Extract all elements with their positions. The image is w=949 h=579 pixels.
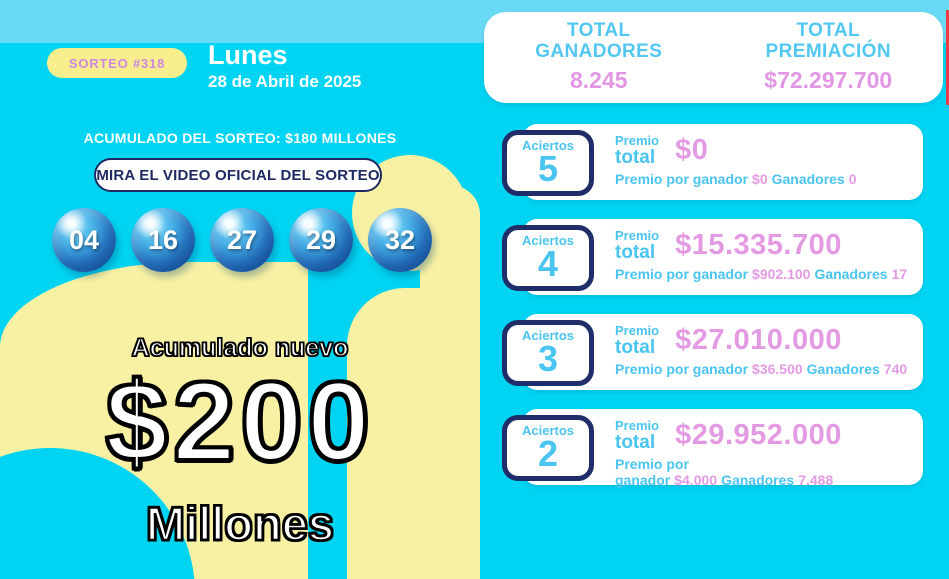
total-prizes-block: TOTAL PREMIACIÓN $72.297.700 xyxy=(714,19,944,95)
per-winner-label: Premio por ganador xyxy=(615,456,689,488)
tier-total-amount: $27.010.000 xyxy=(675,324,842,356)
premio-total-label: Premio total xyxy=(615,324,659,357)
total-prizes-title: TOTAL PREMIACIÓN xyxy=(765,19,891,62)
winners-value: 740 xyxy=(883,361,908,377)
winners-value: 7.488 xyxy=(798,472,834,488)
watch-official-video-button[interactable]: MIRA EL VIDEO OFICIAL DEL SORTEO xyxy=(94,158,382,192)
total-word: total xyxy=(615,337,656,358)
tier-detail-line: Premio por ganador $902.100 Ganadores 17 xyxy=(615,266,913,282)
new-accumulated-unit: Millones xyxy=(145,496,336,552)
draw-number-label: SORTEO #318 xyxy=(68,55,166,71)
hits-badge: Aciertos 3 xyxy=(502,320,594,386)
total-word: total xyxy=(615,242,656,263)
aciertos-label: Aciertos xyxy=(521,423,575,438)
hits-count: 2 xyxy=(537,433,559,474)
tier-detail-line: Premio por ganador $4.000 Ganadores 7.488 xyxy=(615,456,913,488)
total-winners-title: TOTAL GANADORES xyxy=(535,19,663,62)
per-winner-label: Premio por ganador xyxy=(615,361,749,377)
per-winner-value: $36.500 xyxy=(752,361,803,377)
per-winner-label: Premio por ganador xyxy=(615,171,749,187)
premio-total-label: Premio total xyxy=(615,134,659,167)
hits-count: 3 xyxy=(537,338,559,379)
total-word: total xyxy=(615,147,656,168)
lottery-ball-3: 27 xyxy=(210,208,274,272)
hits-count: 5 xyxy=(537,148,559,189)
winners-label: Ganadores xyxy=(806,361,880,377)
premio-word: Premio xyxy=(615,323,660,338)
tier-total-amount: $0 xyxy=(675,134,709,166)
tier-detail-line: Premio por ganador $0 Ganadores 0 xyxy=(615,171,913,187)
prize-tier-row-5-hits: Premio total $0 Premio por ganador $0 Gana… xyxy=(502,124,923,206)
winners-value: 17 xyxy=(891,266,908,282)
premio-word: Premio xyxy=(615,133,660,148)
prize-tier-row-3-hits: Premio total $27.010.000 Premio por gana… xyxy=(502,314,923,396)
totals-summary-card: TOTAL GANADORES 8.245 TOTAL PREMIACIÓN $… xyxy=(484,12,943,103)
hits-count: 4 xyxy=(537,243,559,284)
watch-official-video-label: MIRA EL VIDEO OFICIAL DEL SORTEO xyxy=(96,166,380,184)
total-winners-value: 8.245 xyxy=(569,67,628,94)
per-winner-value: $4.000 xyxy=(674,472,718,488)
hits-badge: Aciertos 2 xyxy=(502,415,594,481)
new-accumulated-amount: $200 xyxy=(103,357,375,486)
aciertos-label: Aciertos xyxy=(521,233,575,248)
lottery-ball-2: 16 xyxy=(131,208,195,272)
tier-detail-line: Premio por ganador $36.500 Ganadores 740 xyxy=(615,361,913,377)
tier-total-amount: $15.335.700 xyxy=(675,229,842,261)
premio-word: Premio xyxy=(615,418,660,433)
premio-total-label: Premio total xyxy=(615,229,659,262)
aciertos-label: Aciertos xyxy=(521,138,575,153)
ball-number: 16 xyxy=(147,224,179,255)
accumulated-jackpot-line: ACUMULADO DEL SORTEO: $180 MILLONES xyxy=(83,130,397,146)
prize-tier-row-4-hits: Premio total $15.335.700 Premio por gana… xyxy=(502,219,923,301)
premio-word: Premio xyxy=(615,228,660,243)
winners-label: Ganadores xyxy=(721,472,795,488)
hits-badge: Aciertos 4 xyxy=(502,225,594,291)
total-prizes-value: $72.297.700 xyxy=(764,67,893,94)
per-winner-label: Premio por ganador xyxy=(615,266,749,282)
draw-day: Lunes xyxy=(208,40,288,70)
hits-badge: Aciertos 5 xyxy=(502,130,594,196)
prize-tier-row-2-hits: Premio total $29.952.000 Premio por gana… xyxy=(502,409,923,491)
winners-value: 0 xyxy=(848,171,857,187)
results-panel: TOTAL GANADORES 8.245 TOTAL PREMIACIÓN $… xyxy=(480,0,949,579)
lottery-ball-1: 04 xyxy=(52,208,116,272)
total-winners-block: TOTAL GANADORES 8.245 xyxy=(484,19,714,95)
winners-label: Ganadores xyxy=(814,266,888,282)
lottery-ball-5: 32 xyxy=(368,208,432,272)
ball-number: 29 xyxy=(305,224,337,255)
premio-total-label: Premio total xyxy=(615,419,659,452)
background-yellow-arch xyxy=(347,288,480,579)
ball-number: 32 xyxy=(384,224,416,255)
winners-label: Ganadores xyxy=(771,171,845,187)
total-word: total xyxy=(615,432,656,453)
per-winner-value: $902.100 xyxy=(752,266,811,282)
lottery-ball-4: 29 xyxy=(289,208,353,272)
draw-result-panel: SORTEO #318 Lunes 28 de Abril de 2025 AC… xyxy=(0,40,480,579)
ball-number: 04 xyxy=(68,224,100,255)
ball-number: 27 xyxy=(226,224,258,255)
draw-number-badge: SORTEO #318 xyxy=(47,48,187,78)
tier-total-amount: $29.952.000 xyxy=(675,419,842,451)
right-edge-red-sliver xyxy=(946,10,949,105)
new-accumulated-label: Acumulado nuevo xyxy=(131,333,349,363)
aciertos-label: Aciertos xyxy=(521,328,575,343)
per-winner-value: $0 xyxy=(752,171,768,187)
draw-date: 28 de Abril de 2025 xyxy=(208,72,362,91)
